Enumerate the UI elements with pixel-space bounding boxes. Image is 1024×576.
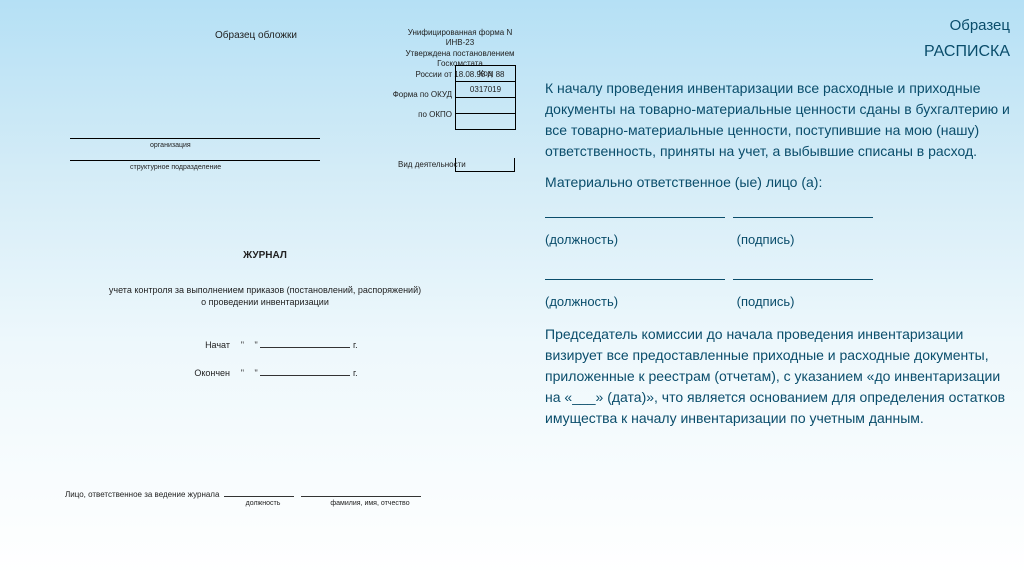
receipt-text: Образец РАСПИСКА К началу проведения инв…: [545, 15, 1010, 439]
kod-header: Код: [456, 66, 516, 82]
pos-cap-2: (должность): [545, 292, 733, 312]
start-date-row: Начат " " г.: [180, 340, 358, 350]
signature-row-2: [545, 265, 1010, 286]
responsible-row: Лицо, ответственное за ведение журнала: [65, 490, 421, 499]
sig-cap-2: (подпись): [737, 294, 795, 309]
paragraph-1: К началу проведения инвентаризации все р…: [545, 78, 1010, 162]
journal-subtitle: учета контроля за выполнением приказов (…: [70, 285, 460, 308]
okpo-label: по ОКПО: [380, 105, 452, 125]
journal-title: ЖУРНАЛ: [70, 250, 460, 261]
vid-caption: Вид деятельности: [398, 160, 466, 169]
dept-line: [70, 160, 320, 161]
signature-cap-1: (должность) (подпись): [545, 230, 1010, 250]
signature-row-1: [545, 203, 1010, 224]
pos-caption: должность: [228, 500, 298, 507]
okud-label: Форма по ОКУД: [380, 85, 452, 105]
dept-caption: структурное подразделение: [130, 164, 221, 171]
year-g-2: г.: [353, 368, 358, 378]
pos-cap: (должность): [545, 230, 733, 250]
year-g: г.: [353, 340, 358, 350]
okpo-value: [456, 98, 516, 114]
org-line: [70, 138, 320, 139]
cover-label: Образец обложки: [215, 30, 297, 41]
sig-cap: (подпись): [737, 232, 795, 247]
started-label: Начат: [180, 340, 230, 350]
signature-cap-2: (должность) (подпись): [545, 292, 1010, 312]
ended-label: Окончен: [180, 368, 230, 378]
paragraph-2: Материально ответственное (ые) лицо (а):: [545, 172, 1010, 193]
fio-caption: фамилия, имя, отчество: [310, 500, 430, 507]
code-labels: Форма по ОКУД по ОКПО: [380, 85, 452, 125]
responsible-label: Лицо, ответственное за ведение журнала: [65, 490, 219, 499]
form-document: Образец обложки Унифицированная форма N …: [0, 0, 530, 576]
blank-cell: [456, 114, 516, 130]
okud-value: 0317019: [456, 82, 516, 98]
sample-label: Образец: [545, 15, 1010, 38]
paragraph-3: Председатель комиссии до начала проведен…: [545, 324, 1010, 429]
receipt-title: РАСПИСКА: [545, 40, 1010, 64]
org-caption: организация: [150, 142, 191, 149]
end-date-row: Окончен " " г.: [180, 368, 358, 378]
code-table: Код 0317019: [455, 65, 516, 130]
